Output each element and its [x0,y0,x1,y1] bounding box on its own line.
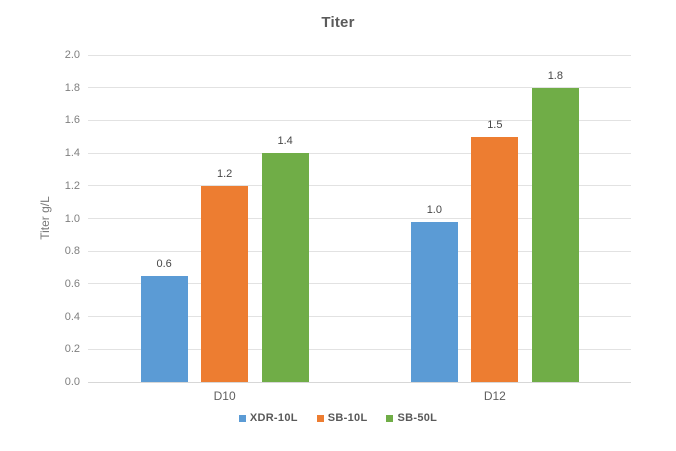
legend-swatch-icon [316,414,324,422]
y-tick-label: 0.2 [64,343,80,356]
gridline [88,283,631,285]
gridline [88,152,631,154]
bar-value-label: 1.0 [426,203,442,216]
bar-value-label: 1.5 [487,118,503,131]
y-tick-label: 2.0 [64,49,80,61]
gridline [88,119,631,121]
y-tick-label: 0.8 [64,245,80,258]
bar-value-label: 0.6 [156,257,172,270]
y-tick-label: 1.6 [64,114,80,127]
bar-sb-10l-d12 [471,136,519,382]
gridline [88,54,631,56]
bar-value-label: 1.2 [216,167,233,180]
chart-title: Titer [321,14,355,31]
bar-sb-50l-d12 [531,87,579,382]
y-tick-label: 1.2 [64,179,80,192]
legend-item-sb-50l: SB-50L [386,412,437,424]
gridline [88,316,631,318]
x-category-label: D10 [213,389,236,403]
gridline [88,185,631,187]
y-axis-tick-labels: 0.0 0.2 0.4 0.6 0.8 1.0 1.2 1.4 1.6 1.8 2.0 [0,49,80,388]
plot-area: 0.6 1.2 1.4 1.0 1.5 1.8 [88,54,631,383]
bar-value-label: 1.8 [547,69,563,82]
bar-sb-10l-d10 [201,185,249,382]
bar-xdr-10l-d12 [410,221,458,382]
y-tick-label: 0.6 [64,277,80,290]
x-category-label: D12 [483,389,506,403]
gridline [88,348,631,350]
legend-item-xdr-10l: XDR-10L [238,412,298,424]
gridline [88,87,631,89]
legend-label: XDR-10L [249,412,298,424]
legend: XDR-10L SB-10L SB-50L [0,412,676,424]
bar-sb-50l-d10 [261,153,309,382]
legend-item-sb-10l: SB-10L [316,412,368,424]
gridline [88,250,631,252]
legend-swatch-icon [238,414,246,422]
y-tick-label: 1.0 [64,212,80,225]
gridline [88,381,631,383]
gridline [88,218,631,219]
y-tick-label: 1.8 [64,81,80,94]
bar-value-label: 1.4 [277,135,293,148]
legend-swatch-icon [386,414,394,422]
y-tick-label: 1.4 [64,147,80,160]
y-tick-label: 0.4 [64,310,80,323]
legend-label: SB-10L [327,412,368,424]
bar-xdr-10l-d10 [140,275,188,382]
y-tick-label: 0.0 [64,376,80,388]
legend-label: SB-50L [397,412,438,424]
